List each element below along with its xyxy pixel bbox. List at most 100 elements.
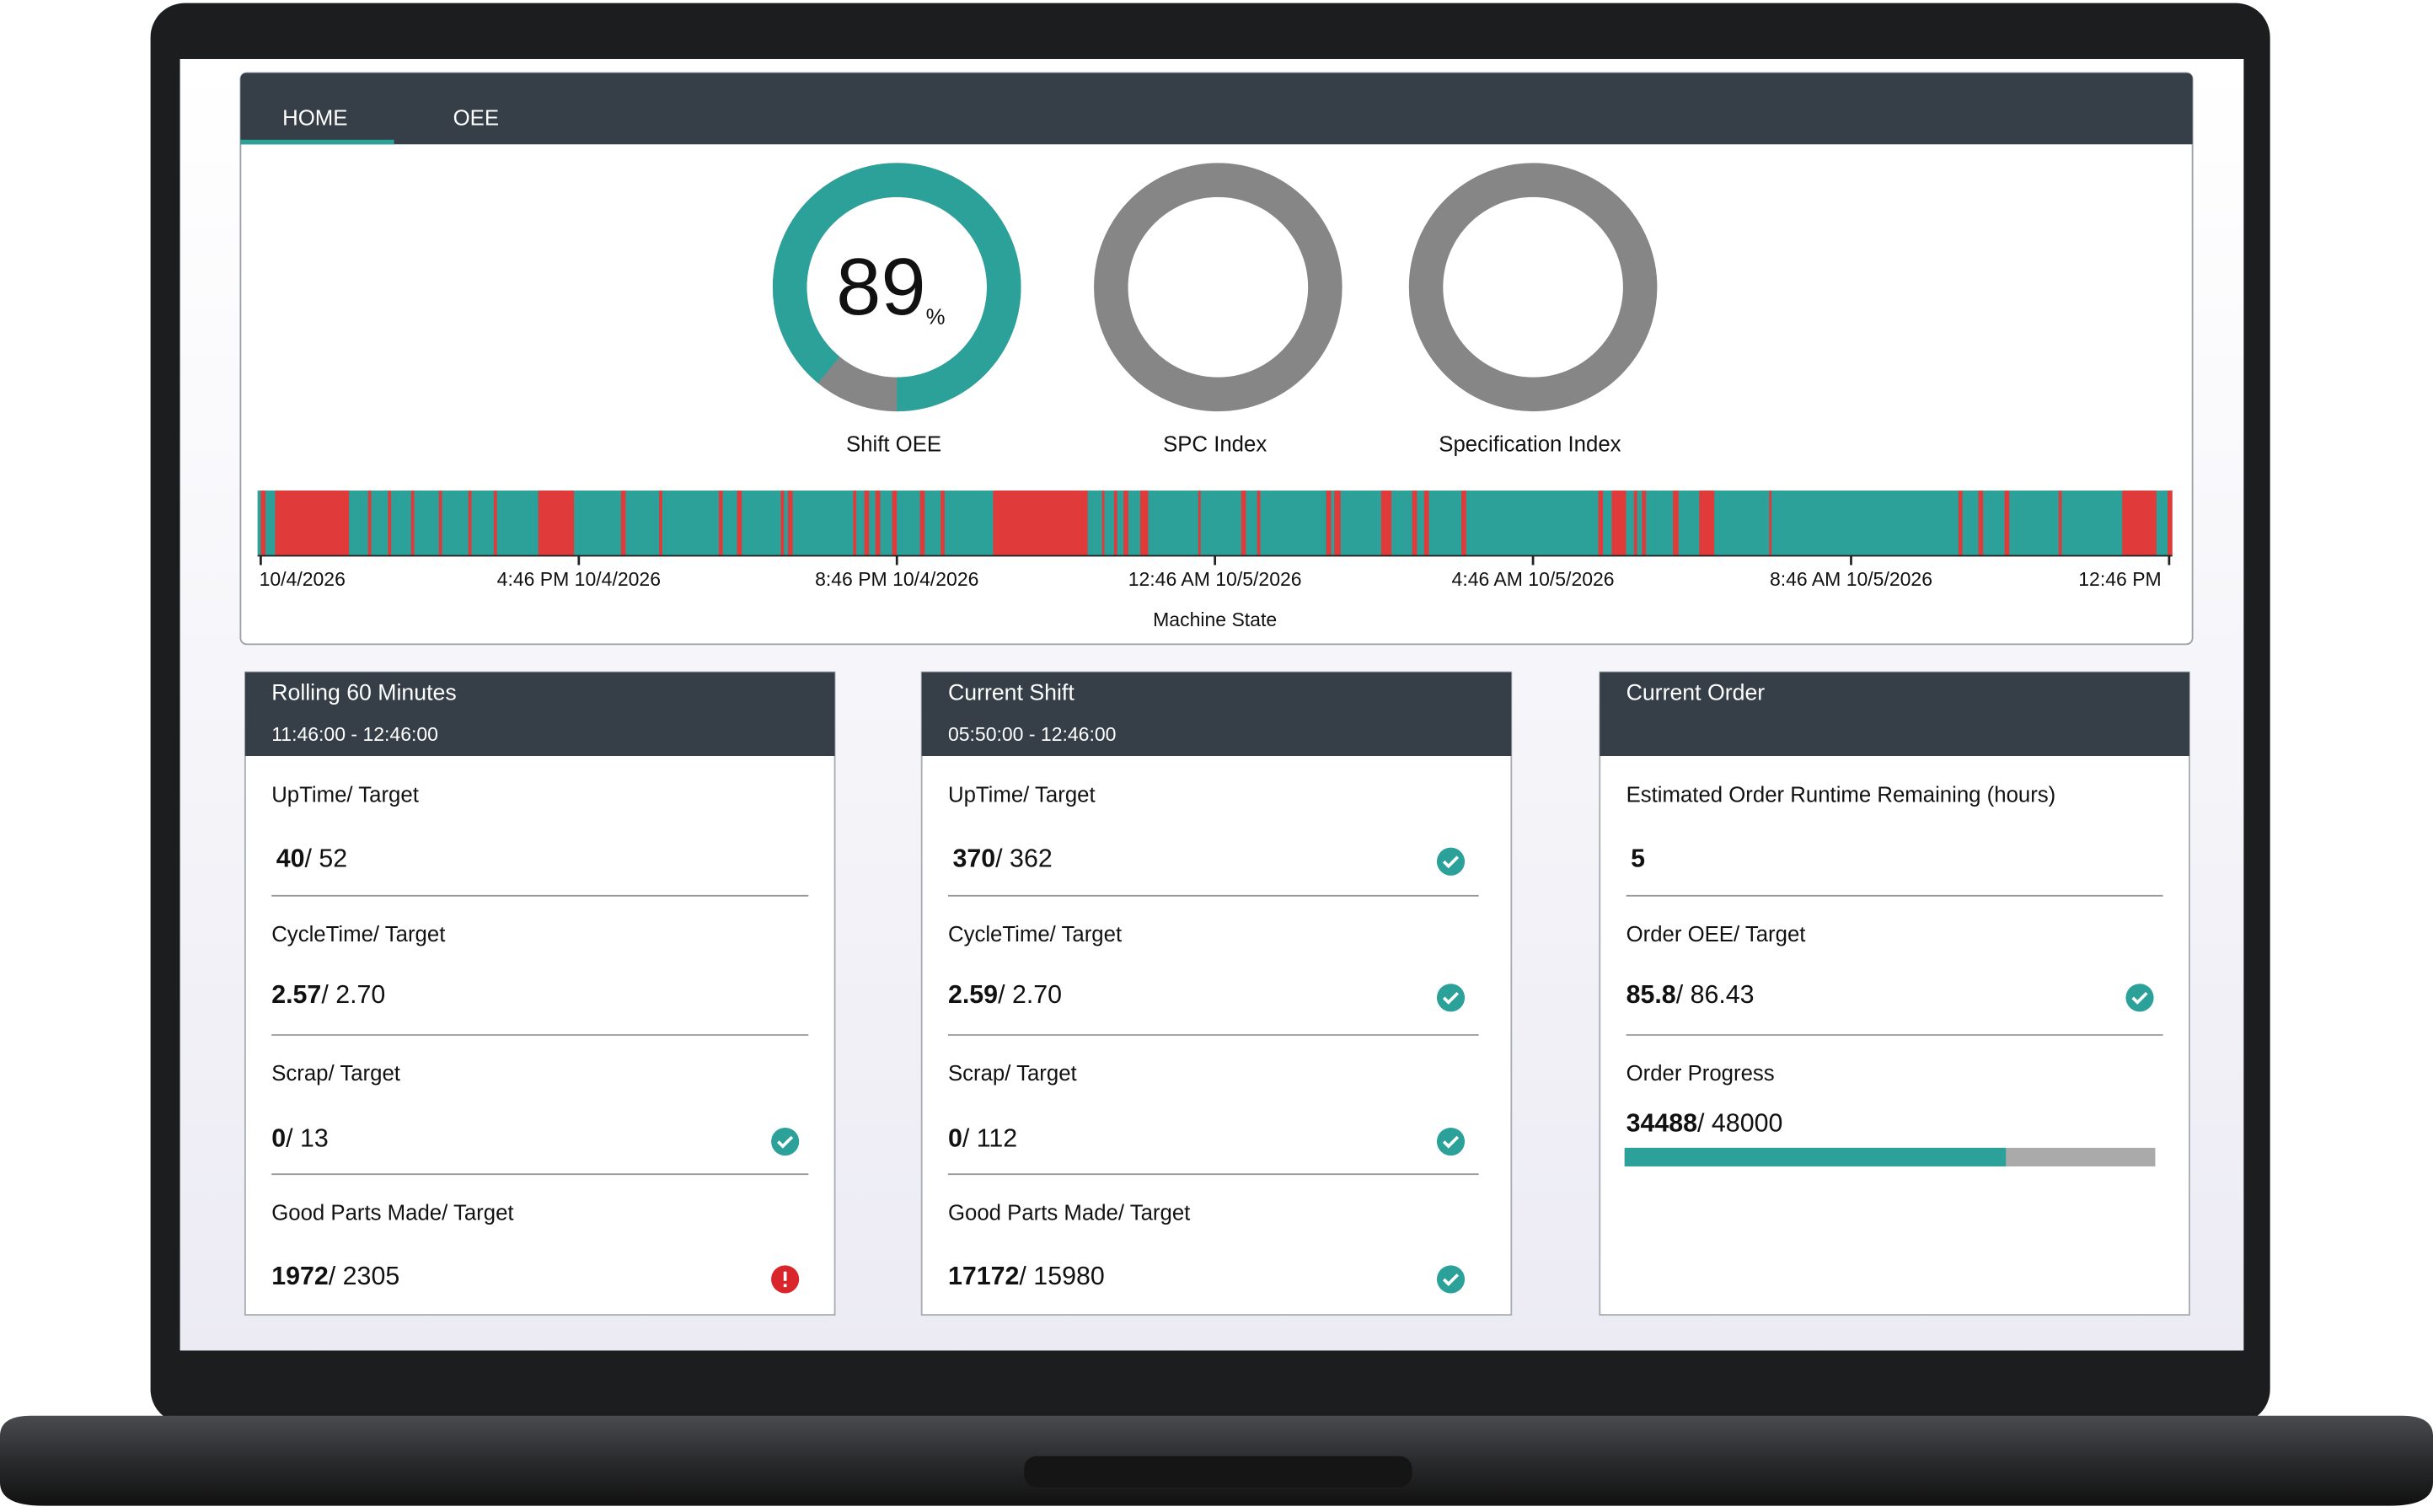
panel-title: Current Shift [948, 679, 1074, 705]
target: 13 [300, 1124, 329, 1153]
down-interval [275, 491, 350, 556]
row-value: 0/ 13 [271, 1124, 329, 1153]
down-interval [538, 491, 575, 556]
row-label: Good Parts Made/ Target [948, 1201, 1190, 1225]
target: 2305 [343, 1262, 400, 1290]
target: 2.70 [1012, 980, 1062, 1009]
down-interval [941, 491, 945, 556]
panel [1599, 671, 2190, 1316]
row-label: Estimated Order Runtime Remaining (hours… [1626, 784, 2056, 807]
row-value: 2.57/ 2.70 [271, 980, 385, 1009]
down-interval [864, 491, 870, 556]
target: 52 [319, 844, 347, 872]
value: 34488 [1626, 1108, 1697, 1137]
separator: / [286, 1124, 300, 1153]
down-interval [787, 491, 793, 556]
down-interval [875, 491, 881, 556]
panel-header [1600, 672, 2189, 756]
value: 40 [276, 844, 305, 872]
down-interval [1101, 491, 1105, 556]
progress-fill [1624, 1147, 2007, 1166]
row-label: Order Progress [1626, 1062, 1775, 1086]
row-label: CycleTime/ Target [271, 923, 445, 946]
status-ok-check [1442, 991, 1460, 1005]
status-ok-icon [1436, 984, 1466, 1012]
status-ok-icon [2125, 984, 2154, 1012]
gauge-label: Specification Index [1439, 432, 1621, 456]
down-interval [1139, 491, 1149, 556]
row-value: 370/ 362 [952, 844, 1052, 872]
down-interval [493, 491, 497, 556]
down-interval [1198, 491, 1201, 556]
x-tick-label: 4:46 PM 10/4/2026 [497, 568, 661, 590]
tab[interactable]: HOME [282, 107, 347, 131]
down-interval [718, 491, 723, 556]
down-interval [1642, 491, 1647, 556]
value: 0 [948, 1124, 962, 1153]
down-interval [892, 491, 898, 556]
row-value: 0/ 112 [948, 1124, 1017, 1153]
content: 89% Shift OEE SPC Index Specification Index… [244, 163, 2190, 1316]
down-interval [388, 491, 392, 556]
down-interval [919, 491, 925, 556]
down-interval [260, 491, 266, 556]
row-value: 17172/ 15980 [948, 1262, 1105, 1290]
separator: / [1697, 1108, 1712, 1137]
row-label: Order OEE/ Target [1626, 923, 1806, 946]
gauge-track [1094, 163, 1342, 412]
tab[interactable]: OEE [453, 107, 499, 131]
axis-title: Machine State [1153, 609, 1277, 630]
panel-header [921, 672, 1512, 756]
value: 2.59 [948, 980, 998, 1009]
value: 370 [952, 844, 995, 872]
down-interval [1598, 491, 1604, 556]
target: 15980 [1033, 1262, 1104, 1290]
x-tick-label: 8:46 PM 10/4/2026 [815, 568, 978, 590]
panel [920, 671, 1513, 1316]
down-interval [853, 491, 857, 556]
down-interval [1326, 491, 1332, 556]
separator: / [321, 980, 335, 1009]
down-interval [468, 491, 472, 556]
row-label: Good Parts Made/ Target [271, 1201, 513, 1225]
status-ok-check [2131, 991, 2148, 1005]
target: 2.70 [335, 980, 385, 1009]
trackpad-notch [1024, 1456, 1412, 1488]
separator: / [305, 844, 319, 872]
down-interval [1611, 491, 1626, 556]
down-interval [367, 491, 372, 556]
down-interval [1958, 491, 1963, 556]
status-ok-icon [771, 1127, 800, 1156]
down-interval [1699, 491, 1715, 556]
gauge-label: SPC Index [1163, 432, 1267, 456]
down-interval [737, 491, 742, 556]
separator: / [995, 844, 1010, 872]
down-interval [1123, 491, 1128, 556]
row-label: UpTime/ Target [271, 784, 419, 807]
row-label: Scrap/ Target [271, 1062, 400, 1086]
gauge-arc [772, 163, 1021, 412]
down-interval [410, 491, 415, 556]
down-interval [1461, 491, 1466, 556]
x-tick-label: 8:46 AM 10/5/2026 [1770, 568, 1932, 590]
row-label: Scrap/ Target [948, 1062, 1077, 1086]
value: 2.57 [271, 980, 321, 1009]
value: 0 [271, 1124, 286, 1153]
status-alert-dot [783, 1284, 787, 1288]
target: 86.43 [1691, 980, 1755, 1009]
row-value: 2.59/ 2.70 [948, 980, 1062, 1009]
status-alert-mark [783, 1271, 787, 1281]
x-tick-label: 12:46 AM 10/5/2026 [1128, 568, 1302, 590]
row-value: 85.8/ 86.43 [1626, 980, 1755, 1009]
down-interval [1113, 491, 1117, 556]
down-interval [1633, 491, 1637, 556]
down-interval [1380, 491, 1392, 556]
down-interval [1673, 491, 1679, 556]
status-ok-check [1442, 855, 1460, 869]
down-interval [1423, 491, 1429, 556]
down-interval [993, 491, 1088, 556]
separator: / [998, 980, 1012, 1009]
status-ok-check [1442, 1135, 1460, 1149]
main-card [239, 72, 2194, 646]
